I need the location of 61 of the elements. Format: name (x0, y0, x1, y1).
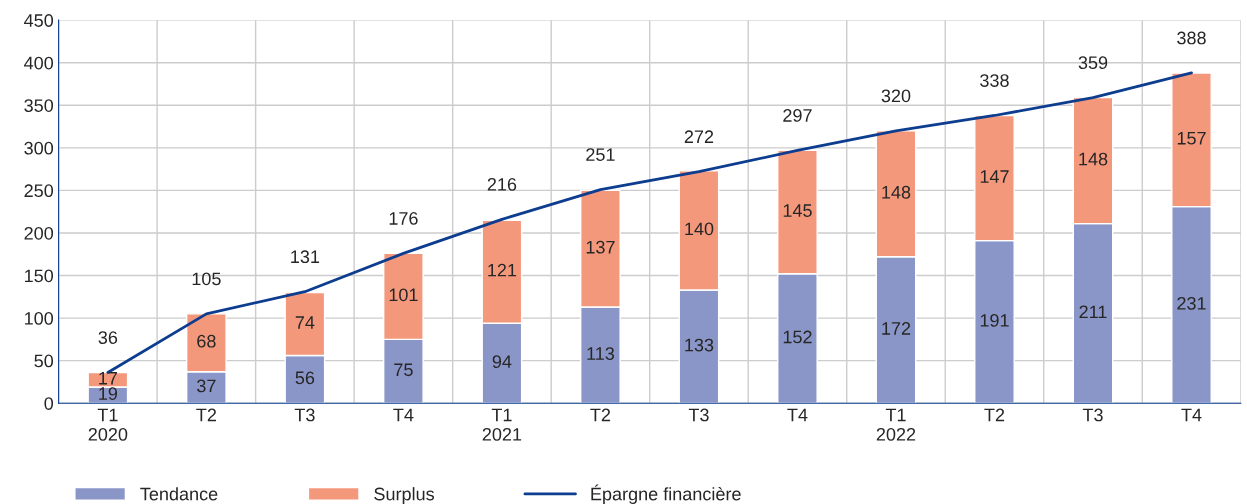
data-label: 75 (394, 363, 413, 377)
x-tick-label: T1 2022 (876, 408, 916, 441)
data-label: 94 (492, 355, 512, 369)
legend-label: Tendance (140, 487, 218, 501)
y-tick-label: 450 (24, 14, 54, 27)
x-tick-label: T2 (196, 408, 217, 422)
y-tick-label: 400 (24, 56, 54, 70)
data-label: 17 (99, 372, 117, 385)
data-label: 137 (586, 240, 615, 254)
data-label: 148 (1079, 152, 1108, 166)
y-tick-label: 150 (25, 269, 54, 283)
x-tick-label: T3 (688, 408, 709, 422)
data-label: 145 (783, 204, 812, 217)
x-tick-label: T4 (393, 408, 414, 422)
data-label: 176 (389, 212, 418, 225)
data-label: 231 (1177, 296, 1206, 310)
data-label: 272 (684, 130, 714, 143)
y-tick-label: 50 (34, 354, 54, 368)
data-label: 172 (882, 322, 911, 335)
y-tick-label: 250 (24, 184, 54, 198)
y-tick-label: 0 (44, 397, 54, 410)
data-label: 101 (389, 288, 418, 302)
x-tick-label: T4 (1181, 408, 1202, 422)
data-label: 113 (587, 347, 615, 360)
x-tick-label: T4 (787, 408, 808, 422)
data-label: 133 (685, 338, 714, 352)
data-label: 388 (1177, 31, 1206, 45)
data-label: 297 (783, 109, 812, 122)
data-label: 320 (881, 89, 911, 103)
y-tick-label: 300 (24, 141, 54, 155)
data-label: 36 (98, 331, 118, 344)
data-label: 56 (295, 371, 315, 385)
data-label: 191 (980, 313, 1009, 327)
data-label: 147 (980, 170, 1009, 183)
y-tick-label: 100 (25, 312, 54, 325)
data-label: 105 (192, 272, 221, 286)
data-label: 152 (783, 330, 812, 344)
data-label: 131 (291, 250, 320, 264)
data-label: 19 (99, 387, 118, 400)
legend-label: Surplus (374, 487, 434, 504)
data-label: 251 (586, 148, 615, 161)
data-label: 338 (980, 74, 1009, 87)
data-label: 157 (1177, 132, 1206, 145)
y-tick-label: 200 (24, 226, 54, 240)
data-label: 74 (295, 316, 315, 329)
y-tick-label: 350 (24, 99, 54, 112)
x-tick-label: T3 (294, 408, 315, 422)
data-label: 359 (1078, 56, 1108, 70)
data-label: 148 (882, 185, 911, 199)
x-tick-label: T1 2021 (482, 408, 522, 441)
data-label: 121 (488, 263, 517, 277)
data-label: 37 (197, 379, 216, 393)
data-label: 216 (487, 177, 517, 191)
x-tick-label: T3 (1082, 408, 1103, 422)
data-label: 211 (1079, 305, 1107, 319)
data-label: 68 (197, 334, 216, 348)
x-tick-label: T2 (590, 408, 611, 422)
x-tick-label: T2 (984, 408, 1005, 422)
data-label: 140 (685, 222, 714, 236)
legend-label: Épargne financière (591, 484, 741, 504)
x-tick-label: T1 2020 (88, 408, 128, 441)
